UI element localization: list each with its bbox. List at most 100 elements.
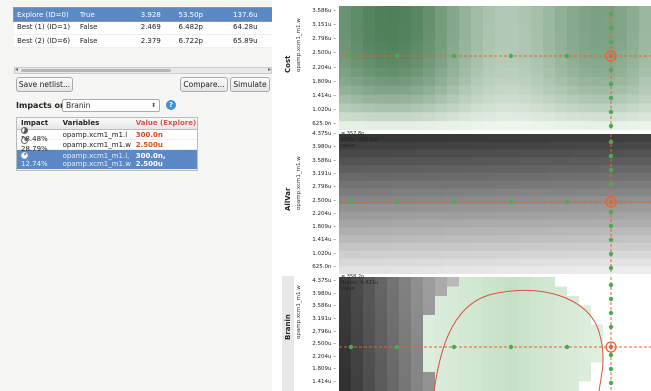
heatmap-cell bbox=[435, 23, 448, 34]
heatmap-cell bbox=[579, 59, 592, 69]
heatmap-cell bbox=[399, 353, 412, 364]
allvar-y-ticks: 4.375u – 3.980u – 3.586u – 3.191u – 2.796u –… bbox=[304, 131, 338, 276]
allvar-heatmap[interactable] bbox=[339, 134, 651, 274]
heatmap-cell bbox=[471, 94, 484, 105]
scroll-left-arrow-icon[interactable]: ◂ bbox=[15, 66, 19, 73]
scroll-right-arrow-icon[interactable]: ▸ bbox=[267, 66, 271, 73]
heatmap-cell bbox=[391, 227, 418, 237]
heatmap-cell bbox=[447, 103, 460, 114]
heatmap-cell bbox=[471, 76, 484, 87]
header-variables[interactable]: Variables bbox=[62, 119, 100, 127]
heatmap-cell bbox=[531, 372, 544, 383]
heatmap-cell bbox=[399, 381, 412, 391]
cost-heatmap[interactable] bbox=[339, 6, 651, 130]
heatmap-cell bbox=[339, 266, 366, 274]
heatmap-cell bbox=[399, 296, 412, 307]
heatmap-cell bbox=[399, 94, 412, 105]
heatmap-cell bbox=[459, 50, 472, 61]
heatmap-cell bbox=[339, 211, 366, 221]
impact-table: Impact Variables Value (Explore) 58.48% … bbox=[16, 117, 198, 171]
heatmap-cell bbox=[339, 141, 366, 151]
heatmap-cell bbox=[567, 68, 580, 78]
impact-row-selected[interactable]: 12.74% opamp.xcm1_m1.l, opamp.xcm1_m1.w … bbox=[17, 150, 197, 170]
heatmap-cell bbox=[339, 85, 352, 96]
heatmap-cell bbox=[543, 372, 556, 383]
cost-plot: Cost opamp.xcm1_m1.w 3.586u – 3.151u – 2.7… bbox=[280, 0, 651, 133]
heatmap-cell bbox=[423, 121, 436, 130]
heatmap-cell bbox=[459, 315, 472, 326]
heatmap-cell bbox=[375, 94, 388, 105]
heatmap-cell bbox=[469, 219, 496, 229]
heatmap-cell bbox=[411, 6, 424, 16]
heatmap-cell bbox=[555, 85, 568, 96]
heatmap-cell bbox=[411, 14, 424, 25]
branin-heatmap[interactable] bbox=[339, 277, 651, 391]
simulate-button[interactable]: Simulate bbox=[230, 77, 270, 92]
heatmap-cell bbox=[531, 334, 544, 345]
heatmap-cell bbox=[447, 14, 460, 25]
heatmap-cell bbox=[495, 250, 522, 260]
header-impact[interactable]: Impact bbox=[21, 119, 49, 127]
heatmap-cell bbox=[567, 94, 580, 105]
heatmap-cell bbox=[447, 85, 460, 96]
heatmap-cell bbox=[411, 50, 424, 61]
sample-marker bbox=[608, 366, 614, 372]
scrollbar-thumb[interactable] bbox=[21, 69, 171, 72]
heatmap-cell bbox=[531, 353, 544, 364]
impacts-target-select[interactable]: Branin ⬍ bbox=[62, 99, 160, 112]
heatmap-cell bbox=[399, 32, 412, 43]
pie-chart-icon bbox=[21, 126, 28, 134]
impact-row[interactable]: 28.79% opamp.xcm1_m1.w 2.500u bbox=[17, 136, 197, 153]
heatmap-cell bbox=[391, 180, 418, 190]
heatmap-cell bbox=[507, 362, 520, 373]
compare-button[interactable]: Compare... bbox=[180, 77, 228, 92]
heatmap-cell bbox=[615, 14, 628, 25]
runs-horizontal-scrollbar[interactable]: ◂ ▸ bbox=[14, 66, 272, 74]
heatmap-cell bbox=[363, 372, 376, 383]
sample-marker bbox=[508, 53, 514, 59]
cost-heatmap-svg[interactable] bbox=[339, 6, 651, 130]
y-tick-label: 3.980u – bbox=[312, 290, 336, 297]
heatmap-cell bbox=[391, 141, 418, 151]
heatmap-cell bbox=[495, 305, 508, 316]
branin-cursor-value: Branin: 4.421u bbox=[341, 280, 379, 286]
heatmap-cell bbox=[447, 112, 460, 123]
heatmap-cell bbox=[543, 381, 556, 391]
save-netlist-button[interactable]: Save netlist... bbox=[16, 77, 73, 92]
pie-chart-icon bbox=[21, 151, 28, 159]
heatmap-cell bbox=[423, 296, 436, 307]
heatmap-cell bbox=[365, 242, 392, 252]
heatmap-cell bbox=[469, 157, 496, 167]
branin-heatmap-svg[interactable] bbox=[339, 277, 651, 391]
heatmap-cell bbox=[627, 277, 640, 288]
heatmap-cell bbox=[447, 6, 460, 16]
runs-row-best-1[interactable]: Best (1) (ID=1) False 2.469 6.482p 64.28… bbox=[14, 21, 272, 35]
heatmap-cell bbox=[573, 149, 600, 159]
runs-row-explore[interactable]: Explore (ID=0) True 3.928 53.50p 137.6u bbox=[13, 7, 273, 22]
runs-row-best-2[interactable]: Best (2) (ID=6) False 2.379 6.722p 65.89… bbox=[14, 34, 272, 48]
heatmap-cell bbox=[339, 112, 352, 123]
heatmap-cell bbox=[363, 68, 376, 78]
header-value[interactable]: Value (Explore) bbox=[135, 119, 197, 127]
allvar-heatmap-svg[interactable] bbox=[339, 134, 651, 274]
y-tick-label: 1.414u – bbox=[312, 379, 336, 385]
impact-row[interactable]: 58.48% opamp.xcm1_m1.l 300.0n bbox=[17, 126, 197, 143]
heatmap-cell bbox=[639, 41, 651, 52]
y-tick-label: 2.204u – bbox=[312, 353, 336, 360]
heatmap-cell bbox=[483, 334, 496, 345]
heatmap-cell bbox=[399, 372, 412, 383]
splitter[interactable] bbox=[272, 0, 280, 391]
heatmap-cell bbox=[639, 50, 651, 61]
heatmap-cell bbox=[591, 50, 604, 61]
heatmap-cell bbox=[375, 286, 388, 297]
heatmap-cell bbox=[417, 172, 444, 182]
heatmap-cell bbox=[591, 85, 604, 96]
sample-marker bbox=[608, 209, 614, 215]
heatmap-cell bbox=[625, 204, 651, 213]
heatmap-cell bbox=[443, 141, 470, 151]
heatmap-cell bbox=[351, 103, 364, 114]
heatmap-cell bbox=[591, 68, 604, 78]
heatmap-cell bbox=[391, 188, 418, 198]
help-icon[interactable]: ? bbox=[166, 100, 176, 110]
heatmap-cell bbox=[555, 14, 568, 25]
